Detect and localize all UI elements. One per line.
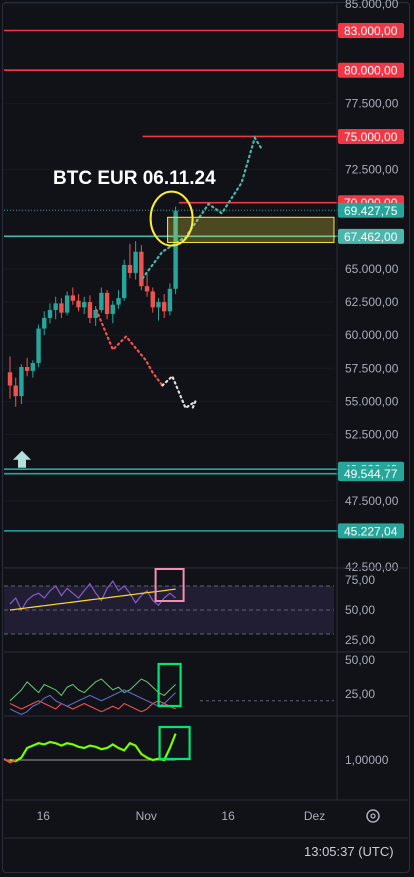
projections [95,135,263,411]
candle-body [19,366,24,397]
adx-tick: 50,00 [345,653,375,667]
up-arrow-icon [13,450,31,468]
y-tick-label: 55.000,00 [345,394,399,408]
rsi-tick: 25,00 [345,633,375,647]
candle-body [59,303,64,313]
candle-body [30,362,36,371]
rsi-highlight-box [154,568,185,602]
price-tag [338,22,404,38]
candle-body [122,264,127,299]
adx-tick: 25,00 [345,687,375,701]
annotations [13,190,335,468]
adx-plus-line [9,678,176,702]
y-tick-label: 52.500,00 [345,428,399,442]
projection-bullish [141,135,263,280]
chart-title: BTC EUR 06.11.24 [53,168,216,189]
osc-highlight-box [158,725,191,761]
osc-line [9,733,177,763]
osc-tick: 1,00000 [345,753,389,767]
price-levels [4,29,340,532]
indicator-panes: 75,00 50,00 25,00 50,00 25,00 1,00000 [3,4,408,801]
y-tick-label: 62.500,00 [345,295,399,309]
candle-body [70,295,76,301]
price-tag-label: 45.227,04 [344,524,398,538]
candle-body [150,291,155,308]
candle-body [64,295,70,313]
candle-body [82,302,87,308]
candle-body [36,328,41,363]
price-tag-label: 67.462,00 [344,230,398,244]
projection-bearish-extension [161,374,198,411]
rsi-ma-line [9,588,176,611]
highlight-box [167,216,335,243]
x-tick-label: Nov [136,809,157,823]
y-tick-label: 57.500,00 [345,361,399,375]
candle-body [42,317,47,329]
candle-body [161,302,167,312]
candle-body [24,366,30,371]
highlight-ellipse [149,190,194,247]
price-tag-label: 75.000,00 [344,130,398,144]
clock-readout: 13:05:37 (UTC) [304,844,394,859]
price-tag-label: 80.000,00 [344,64,398,78]
candle-body [110,304,115,314]
price-grid [4,3,334,568]
projection-bearish [95,308,164,387]
price-tag [338,466,404,482]
candle-body [139,251,144,287]
candles [7,206,178,407]
candle-body [156,302,161,308]
rsi-tick: 50,00 [345,603,375,617]
price-tag [338,62,404,78]
candle-body [76,300,81,308]
y-tick-label: 72.500,00 [345,163,399,177]
candle-body [144,286,150,292]
y-axis: 85.000,00 77.500,00 72.500,00 65.000,00 62.5… [345,0,399,574]
candle-body [116,298,121,305]
price-tags: 83.000,0080.000,0075.000,0070.000,0069.4… [338,22,404,539]
chart-frame [2,2,410,873]
settings-icon[interactable] [366,809,380,823]
x-tick-label: 16 [37,809,51,823]
y-tick-label: 77.500,00 [345,96,399,110]
y-tick-label: 65.000,00 [345,262,399,276]
candle-body [13,385,18,397]
y-tick-label: 85.000,00 [345,0,399,11]
price-tag-label: 69.427,75 [344,204,398,218]
candle-body [53,303,58,311]
price-tag [338,228,404,244]
candle-body [104,292,110,314]
candle-body [93,310,98,318]
y-tick-label: 42.500,00 [345,560,399,574]
rsi-tick: 75,00 [345,573,375,587]
price-tag [338,202,404,218]
candle-body [7,372,13,386]
osc-neg-segment [3,757,17,764]
candle-body [133,251,138,273]
x-tick-label: 16 [221,809,235,823]
adx-minus-line [9,700,176,713]
candle-body [167,288,173,312]
x-axis: 16 Nov 16 Dez [4,809,408,839]
price-tag-label: 83.000,00 [344,24,398,38]
price-tag [338,523,404,539]
adx-line [9,689,176,716]
y-tick-label: 60.000,00 [345,328,399,342]
price-tag-label: 49.544,77 [344,467,398,481]
candle-body [87,302,93,318]
y-tick-label: 47.500,00 [345,494,399,508]
candle-body [127,264,133,273]
candle-body [99,292,104,311]
candle-body [47,310,53,318]
candle-body [173,210,178,289]
adx-highlight-box [157,662,182,708]
x-tick-label: Dez [304,809,325,823]
price-tag [338,128,404,144]
